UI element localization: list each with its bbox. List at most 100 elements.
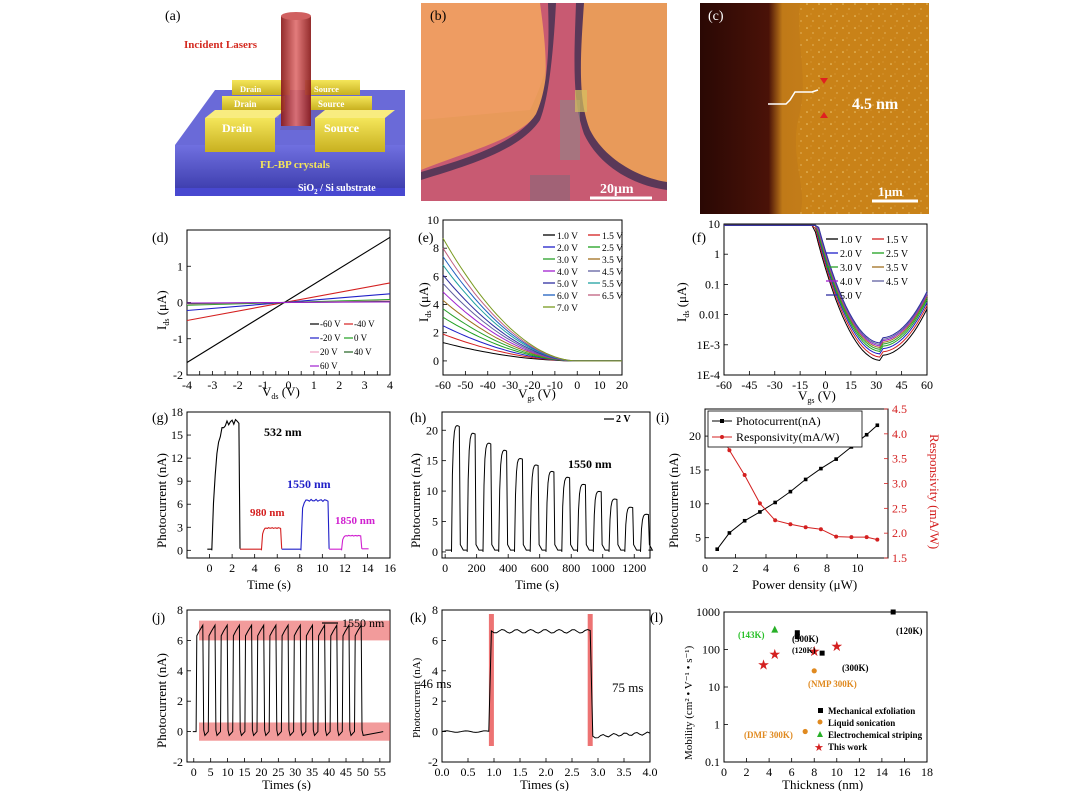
l-xtick-label: 8	[811, 765, 817, 779]
e-legend-label: 7.0 V	[557, 304, 578, 314]
k-xtick-label: 3.0	[591, 765, 606, 779]
e-xtick-label: -10	[547, 378, 563, 392]
d-legend-label: -60 V	[320, 319, 341, 329]
h-xtick-label: 800	[562, 561, 580, 575]
d-xtick-label: -2	[233, 378, 243, 392]
afm-profile	[768, 89, 819, 105]
h-ytick-label: 20	[426, 423, 438, 437]
k-xtick-label: 3.5	[617, 765, 632, 779]
scalebar-b-label: 20μm	[600, 182, 634, 197]
h-ytick-label: 5	[432, 515, 438, 529]
l-annot-nmp: (NMP 300K)	[808, 679, 857, 689]
drain-electrode-back	[232, 80, 290, 95]
j-xtick-label: 5	[208, 765, 214, 779]
d-ytick-label: -2	[173, 368, 183, 382]
e-legend-label: 4.5 V	[602, 268, 623, 278]
j-frame	[186, 609, 391, 763]
chart-g: 0 2 4 6 8 10 12 14 16 0 3 6 9 12 15 18	[171, 405, 396, 575]
g-ytick-label: 18	[171, 405, 183, 419]
h-legend: 2 V	[616, 414, 631, 425]
incident-laser-beam	[281, 16, 311, 126]
f-legend-label: 3.0 V	[840, 263, 863, 274]
e-legend-label: 5.0 V	[557, 280, 578, 290]
k-ytick-label: 8	[432, 603, 438, 617]
panel-j-letter: (j)	[152, 611, 166, 626]
source-label-mid: Source	[318, 99, 344, 109]
l-annot-120k-a: (120K)	[792, 646, 816, 655]
panel-h-letter: (h)	[410, 411, 427, 426]
f-legend-label: 2.0 V	[840, 249, 863, 260]
chart-annotations: 532 nm 980 nm 1550 nm 1850 nm 2 V 1550 n…	[250, 410, 923, 754]
k-xtick-label: 1.5	[513, 765, 528, 779]
f-series-5.0V	[724, 224, 928, 344]
chart-e: -60 -50 -40 -30 -20 -10 0 10 20 0 2 4 6 8 10 1.0 V 1.5 V…	[427, 213, 628, 392]
i-responsivity-point	[875, 537, 880, 542]
i-responsivity-point	[834, 534, 839, 539]
source-label-front: Source	[324, 121, 360, 135]
chart-d: -4 -3 -2 -1 0 1 2 3 4 -2 -1 0 1 -60 V -40 V -20 V 0 V 20 …	[173, 229, 393, 392]
j-xtick-label: 45	[340, 765, 352, 779]
l-ytick-label: 1	[714, 718, 720, 732]
i-photocurrent-point	[788, 489, 793, 494]
f-xtick-label: 30	[870, 378, 882, 392]
panel-d-xlabel: Vds (V)	[262, 384, 300, 401]
f-legend-label: 3.5 V	[886, 263, 909, 274]
l-xtick-label: 14	[876, 765, 888, 779]
panel-g-ylabel: Photocurrent (nA)	[154, 453, 169, 548]
d-ytick-label: -1	[173, 332, 183, 346]
k-xtick-label: 1.0	[487, 765, 502, 779]
i-photocurrent-point	[742, 518, 747, 523]
panel-d-letter: (d)	[152, 231, 169, 246]
i-photocurrent-point	[803, 477, 808, 482]
g-ytick-label: 15	[171, 428, 183, 442]
source-electrode-back	[305, 80, 360, 95]
i-xtick-label: 6	[794, 561, 800, 575]
j-xtick-label: 20	[255, 765, 267, 779]
i-ytick-label: 5	[695, 531, 701, 545]
i-photocurrent-point	[864, 432, 869, 437]
i-responsivity-point	[727, 448, 732, 453]
k-ytick-label: 2	[432, 694, 438, 708]
panel-f-letter: (f)	[692, 231, 706, 246]
e-legend-label: 3.0 V	[557, 256, 578, 266]
l-point-square	[794, 634, 800, 640]
e-xtick-label: -40	[480, 378, 496, 392]
panel-h-ylabel: Photocurrent (nA)	[408, 453, 423, 548]
l-xtick-label: 16	[898, 765, 910, 779]
i-responsivity-point	[803, 525, 808, 530]
e-xtick-label: -60	[435, 378, 451, 392]
l-ytick-label: 100	[702, 643, 720, 657]
panel-d-ylabel: Ids (μA)	[154, 290, 171, 330]
k-fall-marker	[587, 614, 593, 746]
h-ytick-label: 15	[426, 454, 438, 468]
thickness-label: 4.5 nm	[852, 96, 899, 113]
e-legend-label: 4.0 V	[557, 268, 578, 278]
panel-i-xlabel: Power density (μW)	[752, 577, 857, 592]
f-xtick-label: -30	[767, 378, 783, 392]
l-legend-square	[818, 708, 823, 713]
i-responsivity-point	[742, 473, 747, 478]
l-xtick-label: 2	[744, 765, 750, 779]
l-annot-dmf: (DMF 300K)	[744, 730, 793, 740]
l-annot-120k-b: (120K)	[896, 626, 923, 636]
h-annot: 1550 nm	[568, 457, 612, 471]
source-electrode-front	[315, 118, 385, 152]
f-ytick-label: 10	[708, 217, 720, 231]
d-ytick-label: 1	[177, 259, 183, 273]
panel-l-ylabel: Mobility (cm² • V⁻¹ • s⁻¹)	[683, 645, 695, 760]
e-ytick-label: 10	[427, 213, 439, 227]
i-y2tick-label: 2.5	[892, 501, 907, 515]
g-annot-980: 980 nm	[250, 507, 285, 519]
j-legend: 1550 nm	[342, 616, 385, 630]
j-xtick-label: 55	[374, 765, 386, 779]
d-xtick-label: -1	[258, 378, 268, 392]
j-xtick-label: 40	[323, 765, 335, 779]
source-electrode-top	[315, 110, 395, 118]
g-xtick-label: 8	[297, 561, 303, 575]
i-xtick-label: 10	[852, 561, 864, 575]
f-xtick-label: 15	[845, 378, 857, 392]
l-legend-circle	[817, 719, 823, 725]
e-legend-label: 5.5 V	[602, 280, 623, 290]
l-annot-300k-b: (300K)	[842, 663, 869, 673]
